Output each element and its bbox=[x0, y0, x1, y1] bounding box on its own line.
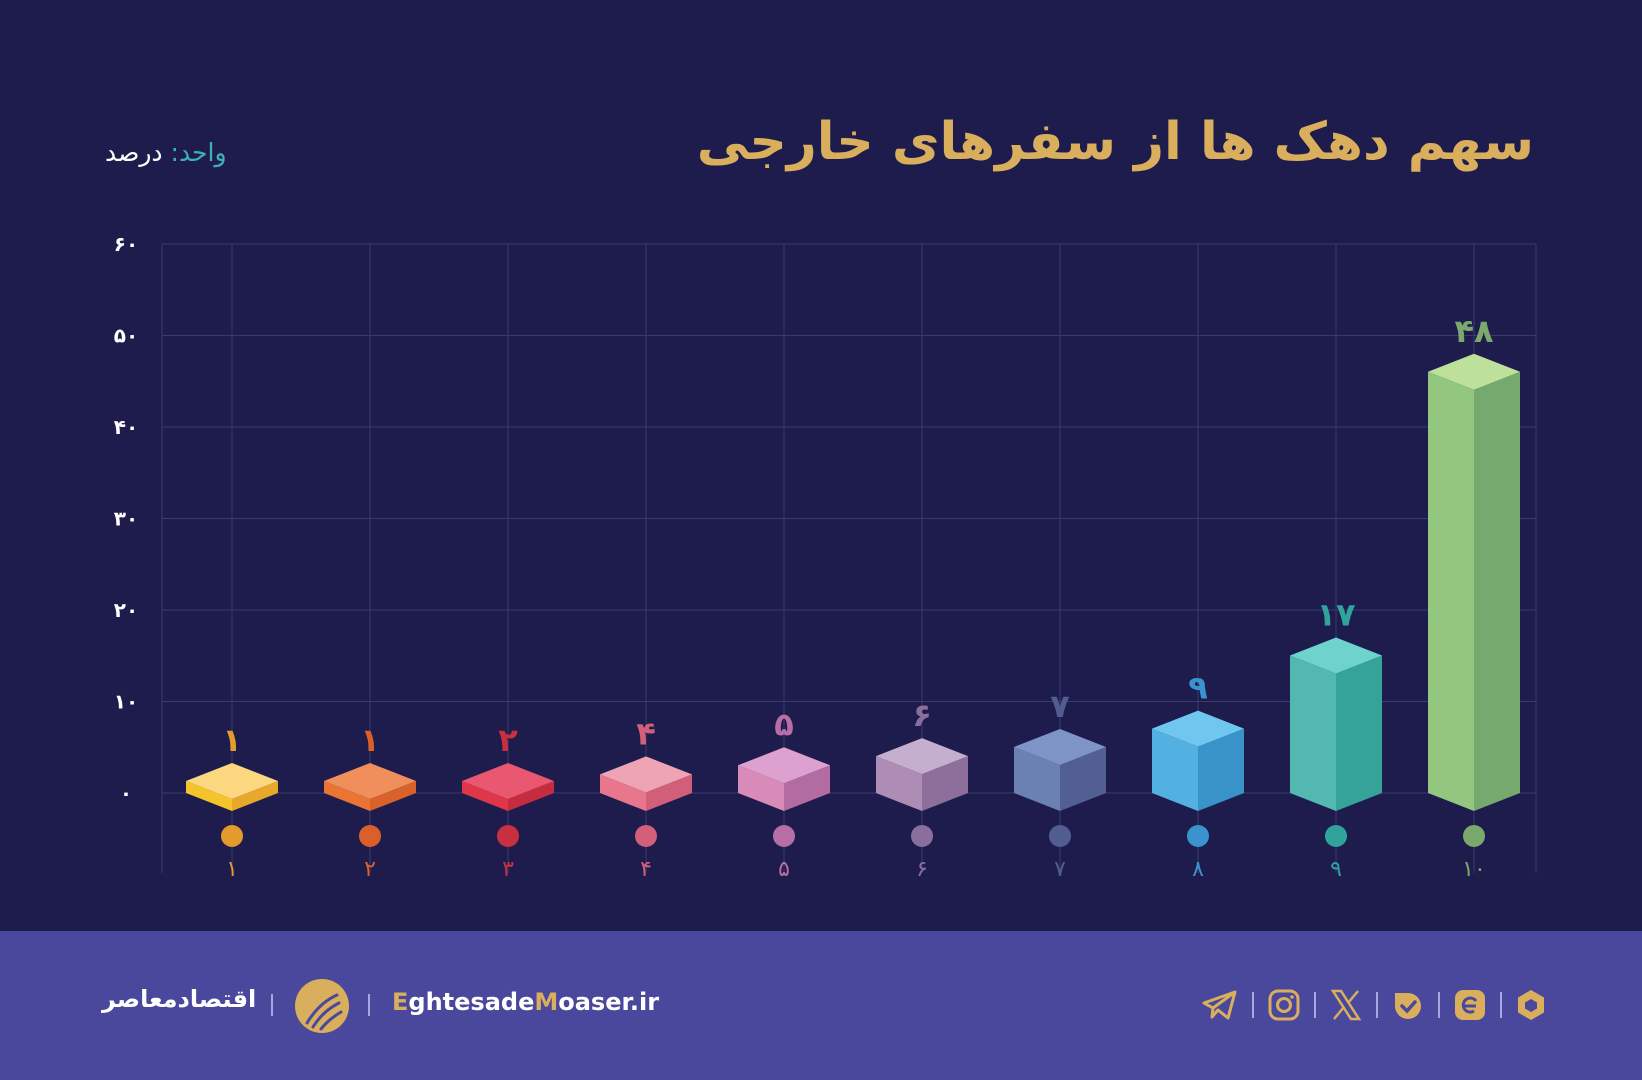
footer: اقتصادمعاصر EghtesadeMoaser.ir bbox=[0, 931, 1642, 1080]
bar-right-face bbox=[508, 781, 554, 811]
y-tick-label: ۲۰ bbox=[114, 598, 138, 622]
divider bbox=[368, 994, 370, 1016]
legend-dot bbox=[773, 825, 795, 847]
bar-value-label: ۱ bbox=[360, 721, 380, 759]
y-tick-label: ۰ bbox=[120, 781, 132, 805]
legend-dot bbox=[1049, 825, 1071, 847]
bar-right-face bbox=[232, 781, 278, 811]
x-icon[interactable] bbox=[1330, 989, 1362, 1021]
bar-left-face bbox=[324, 781, 370, 811]
y-tick-label: ۶۰ bbox=[114, 232, 138, 256]
bar-left-face bbox=[1290, 655, 1336, 811]
bar-value-label: ۱۷ bbox=[1316, 595, 1356, 633]
legend-dot bbox=[635, 825, 657, 847]
bar-top-face bbox=[600, 756, 692, 793]
telegram-icon[interactable] bbox=[1202, 989, 1238, 1021]
y-tick-label: ۱۰ bbox=[114, 690, 138, 714]
bar-value-label: ۵ bbox=[774, 705, 794, 743]
bar-right-face bbox=[784, 765, 830, 811]
website-link[interactable]: EghtesadeMoaser.ir bbox=[392, 988, 660, 1016]
instagram-icon[interactable] bbox=[1268, 989, 1300, 1021]
bar-right-face bbox=[646, 774, 692, 811]
bar-right-face bbox=[922, 756, 968, 811]
x-tick-label: ۸ bbox=[1192, 857, 1204, 882]
logo-icon bbox=[295, 979, 349, 1033]
bar-left-face bbox=[186, 781, 232, 811]
bar-value-label: ۶ bbox=[912, 696, 932, 734]
bar-top-face bbox=[1428, 353, 1520, 390]
bar-value-label: ۱ bbox=[222, 721, 242, 759]
legend-dot bbox=[497, 825, 519, 847]
bar-value-label: ۲ bbox=[498, 721, 518, 759]
divider bbox=[271, 994, 273, 1016]
social-icons bbox=[1202, 989, 1546, 1021]
bar-left-face bbox=[462, 781, 508, 811]
bar-left-face bbox=[600, 774, 646, 811]
bar-right-face bbox=[1474, 371, 1520, 811]
eitaa-icon[interactable] bbox=[1454, 989, 1486, 1021]
y-tick-label: ۴۰ bbox=[114, 415, 138, 439]
legend-dot bbox=[1325, 825, 1347, 847]
bar-value-label: ۹ bbox=[1188, 669, 1208, 707]
bar-right-face bbox=[370, 781, 416, 811]
bale-icon[interactable] bbox=[1392, 989, 1424, 1021]
bar-right-face bbox=[1198, 728, 1244, 811]
x-tick-label: ۱ bbox=[226, 857, 238, 882]
bar-top-face bbox=[186, 763, 278, 799]
bar-value-label: ۴ bbox=[636, 714, 656, 752]
x-tick-label: ۹ bbox=[1330, 857, 1342, 882]
bar-left-face bbox=[1014, 746, 1060, 811]
x-tick-label: ۷ bbox=[1054, 857, 1066, 882]
brand-name: اقتصادمعاصر bbox=[102, 985, 257, 1013]
bar-top-face bbox=[1014, 728, 1106, 765]
bar-top-face bbox=[462, 763, 554, 799]
legend-dot bbox=[911, 825, 933, 847]
bar-left-face bbox=[738, 765, 784, 811]
bar-top-face bbox=[876, 738, 968, 775]
x-tick-label: ۶ bbox=[916, 857, 928, 882]
y-tick-label: ۵۰ bbox=[114, 324, 138, 348]
bar-chart: ۰ ۱۰ ۲۰ ۳۰ ۴۰ ۵۰ ۶۰ ۱ ۱ ۱ ۲ ۲ ۳ ۴ ۴ ۵ ۵ ۶ ۶ ۷ ۷ ۹ ۸ ۱۷ ۹ ۴۸ ۱۰ bbox=[114, 232, 1537, 882]
legend-dot bbox=[1463, 825, 1485, 847]
legend-dot bbox=[221, 825, 243, 847]
bar-value-label: ۴۸ bbox=[1454, 312, 1494, 350]
bar-left-face bbox=[1428, 371, 1474, 811]
rubika-icon[interactable] bbox=[1516, 989, 1546, 1021]
x-tick-label: ۳ bbox=[502, 857, 514, 882]
x-tick-label: ۲ bbox=[364, 857, 376, 882]
y-tick-label: ۳۰ bbox=[114, 507, 138, 531]
bar-top-face bbox=[1152, 710, 1244, 747]
bar-left-face bbox=[876, 756, 922, 811]
unit-value: درصد bbox=[105, 138, 163, 167]
unit-key: واحد: bbox=[170, 138, 227, 167]
x-tick-label: ۴ bbox=[640, 857, 652, 882]
x-tick-label: ۱۰ bbox=[1462, 857, 1486, 882]
bar-top-face bbox=[324, 763, 416, 799]
bar-right-face bbox=[1060, 746, 1106, 811]
bar-top-face bbox=[1290, 637, 1382, 674]
bar-top-face bbox=[738, 747, 830, 784]
bar-left-face bbox=[1152, 728, 1198, 811]
unit-label: واحد: درصد bbox=[105, 138, 227, 167]
legend-dot bbox=[1187, 825, 1209, 847]
chart-title: سهم دهک ها از سفرهای خارجی bbox=[696, 112, 1534, 172]
x-tick-label: ۵ bbox=[778, 857, 790, 882]
legend-dot bbox=[359, 825, 381, 847]
bar-right-face bbox=[1336, 655, 1382, 811]
bar-value-label: ۷ bbox=[1050, 687, 1070, 725]
